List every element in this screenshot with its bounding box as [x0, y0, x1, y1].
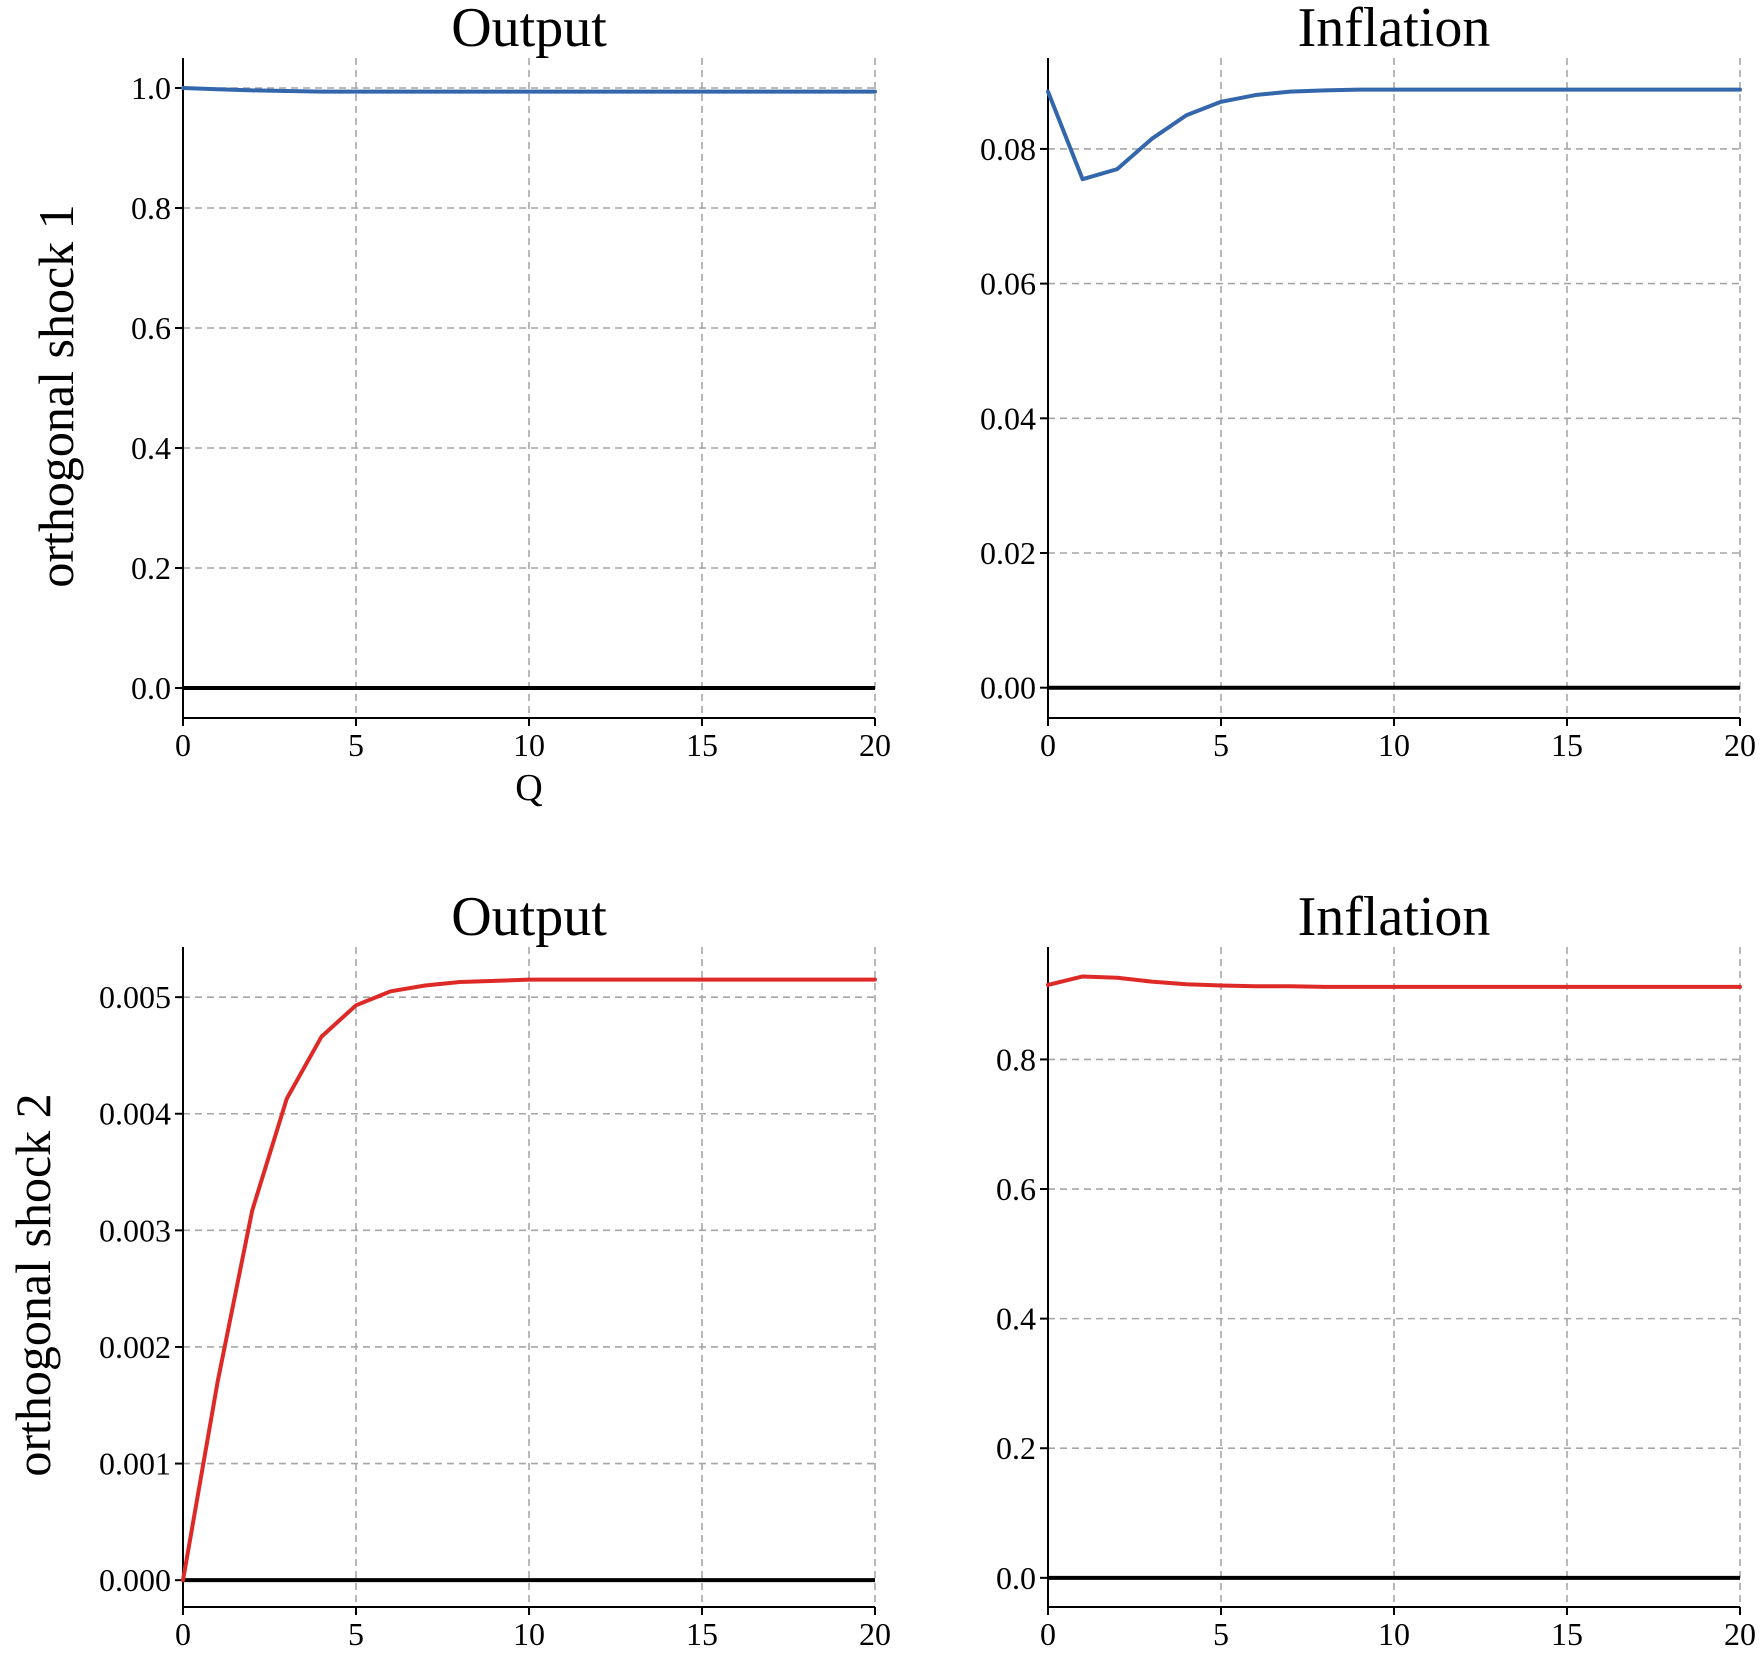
output-shock-2-ytick-label-2: 0.002	[99, 1329, 171, 1365]
inflation-shock-2-ytick-label-0: 0.0	[996, 1560, 1036, 1596]
output-shock-2-ytick-label-0: 0.000	[99, 1562, 171, 1598]
panel-inflation-shock-2: 0 5 10 15 20 0.0 0.2 0.4 0.6 0.8 Inflation	[996, 886, 1756, 1652]
output-shock-2-ytick-label-3: 0.003	[99, 1212, 171, 1248]
output-shock-1-ytick-label-1: 0.2	[131, 550, 171, 586]
output-shock-1-xtick-label-1: 5	[348, 727, 364, 763]
inflation-shock-2-xtick-label-2: 10	[1378, 1616, 1410, 1652]
inflation-shock-1-title: Inflation	[1298, 0, 1491, 59]
inflation-shock-1-ytick-label-3: 0.06	[980, 266, 1036, 302]
output-shock-1-ytick-label-2: 0.4	[131, 430, 171, 466]
inflation-shock-1-xtick-label-3: 15	[1551, 727, 1583, 763]
inflation-shock-2-xtick-label-4: 20	[1724, 1616, 1756, 1652]
inflation-shock-1-ytick-label-4: 0.08	[980, 131, 1036, 167]
inflation-shock-2-xtick-label-1: 5	[1213, 1616, 1229, 1652]
inflation-shock-1-ytick-label-2: 0.04	[980, 400, 1036, 436]
inflation-shock-2-xtick-label-0: 0	[1040, 1616, 1056, 1652]
output-shock-1-xtick-label-0: 0	[175, 727, 191, 763]
output-shock-1-xtick-label-2: 10	[513, 727, 545, 763]
inflation-shock-1-xtick-label-1: 5	[1213, 727, 1229, 763]
output-shock-1-ytick-label-3: 0.6	[131, 310, 171, 346]
output-shock-2-xtick-label-2: 10	[513, 1616, 545, 1652]
output-shock-1-series-line	[181, 86, 877, 94]
inflation-shock-2-ytick-label-1: 0.2	[996, 1430, 1036, 1466]
inflation-shock-2-xtick-label-3: 15	[1551, 1616, 1583, 1652]
inflation-shock-2-ytick-label-2: 0.4	[996, 1301, 1036, 1337]
inflation-shock-2-ytick-label-3: 0.6	[996, 1171, 1036, 1207]
output-shock-2-ytick-label-5: 0.005	[99, 979, 171, 1015]
inflation-shock-1-ytick-label-0: 0.00	[980, 670, 1036, 706]
output-shock-2-ytick-label-4: 0.004	[99, 1096, 171, 1132]
panel-inflation-shock-1: 0 5 10 15 20 0.00 0.02 0.04 0.06 0.08 Inflation	[980, 0, 1756, 763]
inflation-shock-1-series-line	[1046, 87, 1742, 182]
inflation-shock-2-title: Inflation	[1298, 886, 1491, 948]
output-shock-2-ytick-label-1: 0.001	[99, 1446, 171, 1482]
output-shock-1-xtick-label-3: 15	[686, 727, 718, 763]
inflation-shock-2-series-line	[1046, 974, 1742, 989]
output-shock-2-title: Output	[451, 886, 607, 948]
output-shock-2-xtick-label-0: 0	[175, 1616, 191, 1652]
output-shock-1-x-axis-label: Q	[515, 767, 542, 809]
inflation-shock-1-xtick-label-2: 10	[1378, 727, 1410, 763]
row-label-shock-1-text: orthogonal shock 1	[28, 204, 84, 587]
row-label-shock-2: orthogonal shock 2	[5, 1093, 61, 1476]
inflation-shock-1-xtick-label-0: 0	[1040, 727, 1056, 763]
output-shock-2-series-line	[181, 977, 877, 1583]
output-shock-1-ytick-label-5: 1.0	[131, 70, 171, 106]
panel-output-shock-1: 0 5 10 15 20 0.0 0.2 0.4 0.6 0.8 1.0 Output Q	[131, 0, 891, 809]
output-shock-1-ytick-label-4: 0.8	[131, 190, 171, 226]
output-shock-2-xtick-label-3: 15	[686, 1616, 718, 1652]
inflation-shock-2-ytick-label-4: 0.8	[996, 1041, 1036, 1077]
row-label-shock-2-text: orthogonal shock 2	[5, 1093, 61, 1476]
output-shock-2-xtick-label-1: 5	[348, 1616, 364, 1652]
panel-output-shock-2: 0 5 10 15 20 0.000 0.001 0.002 0.003 0.004 0.005 Ou…	[99, 886, 891, 1652]
output-shock-2-xtick-label-4: 20	[859, 1616, 891, 1652]
inflation-shock-1-ytick-label-1: 0.02	[980, 535, 1036, 571]
inflation-shock-1-xtick-label-4: 20	[1724, 727, 1756, 763]
row-label-shock-1: orthogonal shock 1	[28, 204, 84, 587]
output-shock-1-title: Output	[451, 0, 607, 59]
output-shock-1-xtick-label-4: 20	[859, 727, 891, 763]
output-shock-1-ytick-label-0: 0.0	[131, 670, 171, 706]
